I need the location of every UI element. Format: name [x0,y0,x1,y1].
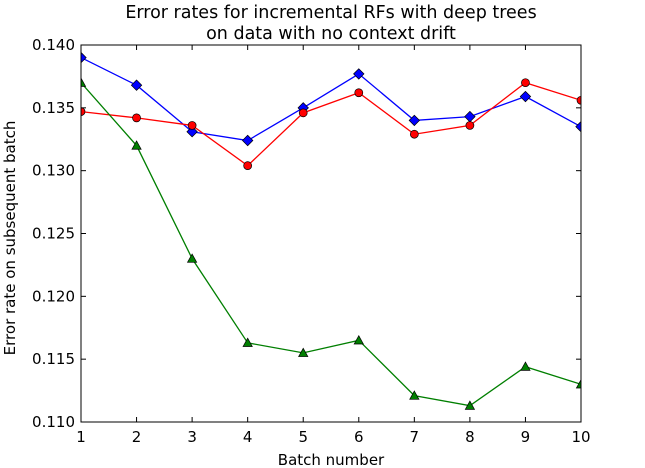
y-tick-label: 0.130 [32,162,75,180]
series-1-point-6 [353,68,365,80]
series-2-point-1 [81,107,86,116]
y-tick-label: 0.140 [32,36,75,54]
x-tick-label: 6 [354,428,364,446]
series-1-point-9 [519,90,532,103]
series-2-point-9 [521,78,530,88]
series-2-point-6 [354,88,364,98]
x-tick-label: 3 [187,428,197,446]
series-2-point-4 [243,161,253,170]
y-tick-label: 0.115 [32,350,75,368]
y-tick-label: 0.135 [32,99,75,117]
x-tick-label: 8 [465,428,475,446]
x-tick-label: 1 [76,428,86,446]
series-2-point-8 [465,121,475,130]
x-tick-label: 5 [298,428,308,446]
series-2-point-5 [298,108,308,118]
series-3-point-5 [298,347,309,357]
series-3-point-2 [131,140,142,150]
series-3-point-10 [575,378,581,389]
series-2-point-10 [576,95,581,105]
series-3-point-9 [520,361,531,371]
series-3-point-7 [409,390,420,400]
plot-area [81,51,581,410]
series-3-point-1 [81,77,87,87]
series-1-line [81,56,581,142]
series-3-point-4 [242,337,253,347]
series-1-point-7 [408,114,421,127]
series-2-point-7 [409,129,419,139]
series-1-point-8 [464,110,476,123]
x-tick-label: 2 [132,428,142,446]
series-3-point-8 [464,400,476,410]
x-axis-label: Batch number [278,451,385,468]
y-axis-label: Error rate on subsequent batch [1,121,19,356]
series-1-point-4 [241,134,254,147]
x-tick-label: 4 [243,428,253,446]
y-tick-label: 0.110 [32,413,75,431]
series-2-point-2 [132,113,141,123]
x-tick-label: 7 [410,428,420,446]
x-tick-label: 9 [521,428,531,446]
series-2-point-3 [187,121,197,130]
series-1-point-10 [575,120,581,133]
chart-title-line-1: Error rates for incremental RFs with dee… [125,3,536,23]
series-1-point-2 [130,79,143,91]
x-tick-label: 10 [571,428,590,446]
series-3-point-6 [353,334,364,345]
series-1-point-1 [81,51,87,64]
series-1-point-3 [186,126,198,138]
chart-title-line-2: on data with no context drift [206,24,456,44]
series-3-point-3 [186,253,198,263]
series-3-line [81,82,581,407]
chart-title: Error rates for incremental RFs with dee… [125,3,536,44]
y-tick-label: 0.120 [32,287,75,305]
axes: 1 2 3 4 5 6 7 8 9 10 0.110 0.115 0.120 0.125 0.130 0.13… [32,36,591,446]
y-tick-label: 0.125 [32,225,75,243]
series-2-line [81,81,581,167]
